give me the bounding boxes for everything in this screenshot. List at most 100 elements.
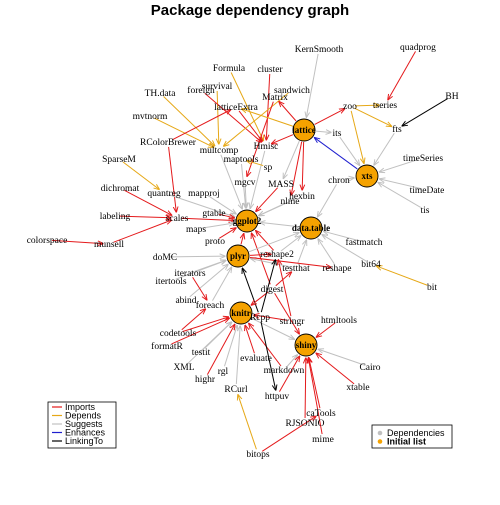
edge-formula-to-hmisc	[230, 72, 263, 141]
node-label: markdown	[264, 366, 305, 376]
node-label: xts	[362, 171, 373, 181]
node-matrix: Matrix	[262, 93, 288, 103]
edge-scales-to-ggplot2	[181, 218, 234, 220]
initial-node-circle	[355, 164, 379, 188]
initial-node-circle	[294, 333, 318, 357]
node-abind: abind	[175, 296, 196, 306]
edge-httpuv-to-shiny	[279, 356, 299, 392]
node-label: reshape	[322, 264, 351, 274]
edge-maptools-to-ggplot2	[240, 163, 245, 208]
node-label: mapproj	[188, 189, 220, 199]
node-fts: fts	[392, 124, 402, 135]
node-label: highr	[195, 375, 216, 385]
edge-rcpp-to-httpuv	[260, 321, 276, 390]
node-xtable: xtable	[346, 383, 369, 393]
node-stringr: stringr	[280, 317, 306, 327]
edge-digest-to-knitr	[251, 291, 269, 305]
edge-chron-to-xts	[343, 178, 354, 179]
node-label: tis	[421, 206, 430, 216]
node-label: reshape2	[260, 250, 294, 260]
node-layer: ggplot2 lattice xts data.table plyr knitr shin…	[27, 43, 459, 460]
node-label: maptools	[224, 155, 259, 165]
edge-sp-to-maptools	[247, 161, 264, 167]
node-tseries: tseries	[373, 101, 398, 111]
node-label: codetools	[160, 329, 197, 339]
node-ggplot2: ggplot2	[233, 209, 262, 233]
node-label: its	[333, 129, 342, 139]
node-mass: MASS	[268, 180, 294, 190]
edge-th-data-to-multcomp	[163, 96, 215, 145]
edge-formatr-to-knitr	[171, 318, 230, 345]
node-mime: mime	[312, 435, 334, 445]
edge-labeling-to-scales	[119, 216, 171, 218]
node-label: tseries	[373, 101, 398, 111]
edge-lattice-to-hexbin	[302, 141, 303, 190]
node-cluster: cluster	[257, 65, 283, 75]
edge-proto-to-ggplot2	[218, 228, 236, 239]
node-hmisc: Hmisc	[254, 142, 279, 152]
node-sp: sp	[264, 163, 273, 173]
node-sandwich: sandwich	[274, 86, 310, 96]
edge-reshape2-to-data-table	[280, 236, 301, 252]
edge-lattice-to-mass	[283, 140, 300, 178]
node-proto: proto	[205, 237, 225, 247]
node-digest: digest	[261, 285, 284, 295]
edge-lattice-to-nlme	[291, 141, 303, 195]
node-labeling: labeling	[100, 212, 131, 222]
node-kernsmooth: KernSmooth	[295, 45, 344, 55]
node-rcolorbrewer: RColorBrewer	[140, 138, 197, 148]
edge-highr-to-knitr	[206, 324, 234, 375]
node-label: testit	[192, 348, 211, 358]
node-timeseries: timeSeries	[403, 154, 443, 164]
edge-testthat-to-data-table	[297, 240, 307, 264]
node-label: RCurl	[224, 385, 248, 395]
edge-plyr-to-reshape	[249, 256, 331, 267]
edge-plyr-to-reshape2	[249, 254, 271, 255]
node-survival: survival	[202, 82, 233, 92]
edge-lattice-to-matrix	[279, 102, 297, 122]
node-itertools: itertools	[155, 277, 186, 287]
edge-cluster-to-hmisc	[266, 73, 271, 140]
node-bit64: bit64	[361, 260, 381, 270]
edge-fts-to-xts	[374, 132, 395, 165]
node-label: rgl	[218, 367, 229, 377]
node-mvtnorm: mvtnorm	[133, 112, 168, 122]
node-sparsem: SparseM	[102, 155, 136, 165]
node-plyr: plyr	[226, 244, 250, 268]
legend-label: Initial list	[387, 437, 426, 447]
node-quantreg: quantreg	[147, 189, 180, 199]
node-label: SparseM	[102, 155, 136, 165]
edge-munsell-to-scales	[113, 220, 172, 243]
edge-gtable-to-ggplot2	[218, 213, 235, 218]
edge-multcomp-to-ggplot2	[220, 154, 242, 209]
edge-timeseries-to-xts	[379, 159, 419, 172]
legend-label: Depends	[65, 411, 102, 421]
node-label: sp	[264, 163, 273, 173]
legend-label: Suggests	[65, 419, 103, 429]
node-label: Rcpp	[250, 313, 270, 323]
edge-knitr-to-shiny	[251, 317, 295, 339]
node-xts: xts	[355, 164, 379, 188]
node-quadprog: quadprog	[400, 43, 436, 53]
edge-htmltools-to-shiny	[316, 322, 336, 337]
node-label: sandwich	[274, 86, 310, 96]
node-label: abind	[175, 296, 196, 306]
node-label: BH	[445, 92, 458, 102]
node-label: hexbin	[289, 192, 315, 202]
edge-sandwich-to-multcomp	[224, 92, 289, 146]
edge-markdown-to-shiny	[286, 355, 297, 367]
node-foreign: foreign	[187, 85, 215, 96]
node-label: caTools	[306, 409, 336, 419]
node-label: iterators	[174, 269, 205, 279]
edge-its-to-xts	[339, 136, 360, 165]
edge-rgl-to-knitr	[224, 325, 237, 367]
edge-stringr-to-reshape2	[278, 260, 292, 317]
edge-timedate-to-xts	[380, 179, 423, 190]
node-label: bit	[427, 283, 437, 293]
node-label: TH.data	[145, 89, 177, 99]
edge-digest-to-shiny	[274, 293, 300, 334]
edge-hmisc-to-ggplot2	[250, 150, 266, 209]
edge-rcolorbrewer-to-scales	[168, 146, 177, 212]
node-th-data: TH.data	[145, 89, 177, 99]
node-label: foreach	[196, 300, 225, 311]
